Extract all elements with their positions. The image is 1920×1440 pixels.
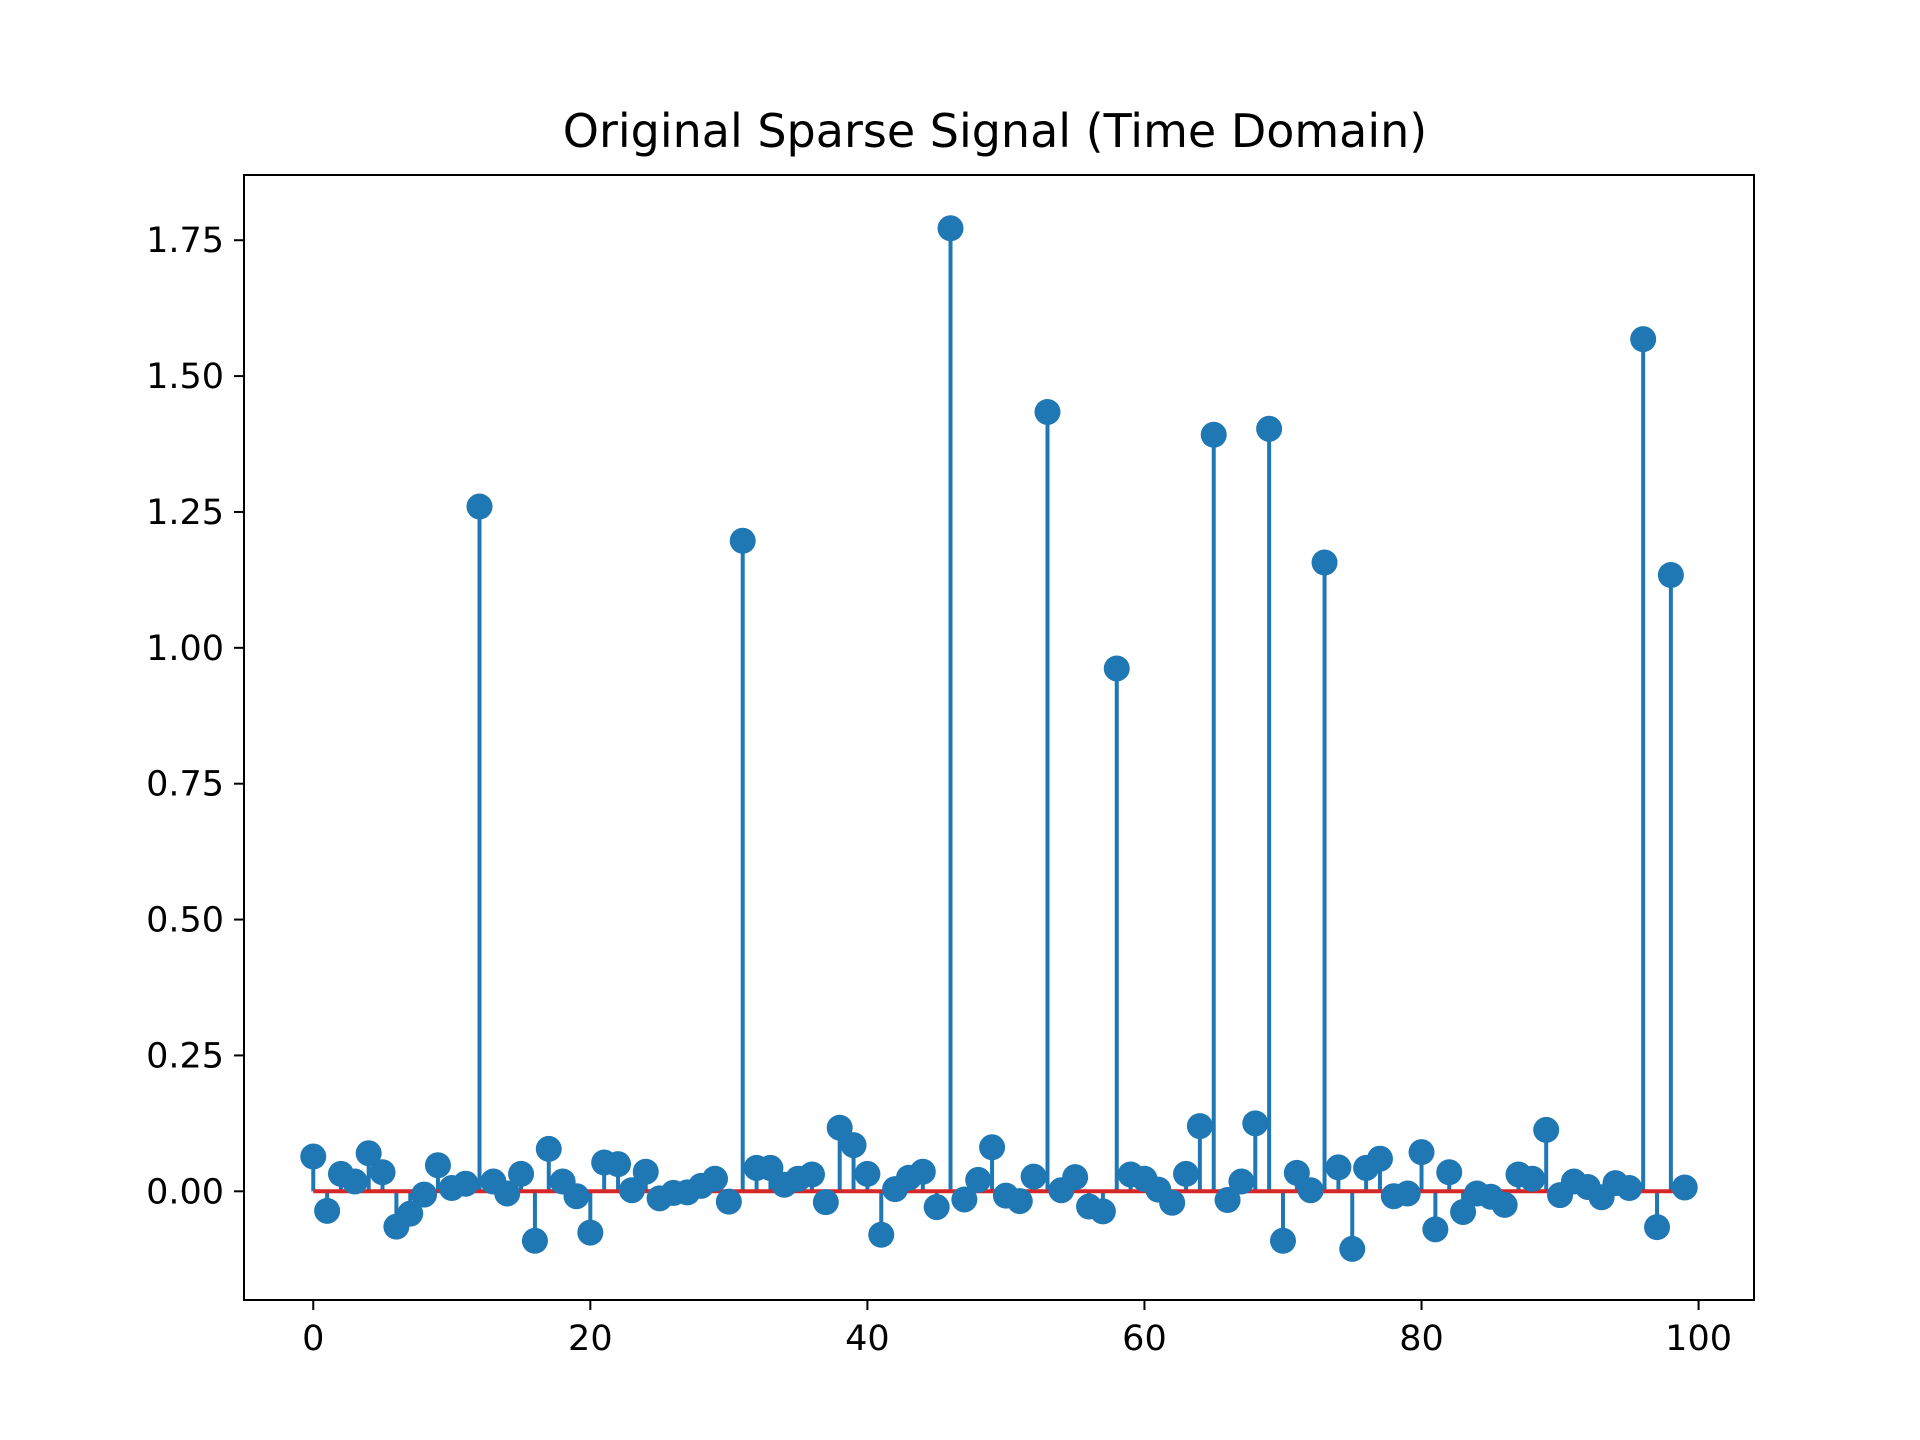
- stem-marker: [1103, 655, 1130, 682]
- stem-marker: [840, 1132, 867, 1159]
- stem-marker: [923, 1194, 950, 1221]
- stem-marker: [1173, 1160, 1200, 1187]
- plot-area-frame: [243, 174, 1755, 1301]
- y-tick-label: 0.50: [146, 901, 224, 941]
- stem-marker: [300, 1143, 327, 1170]
- stem-marker: [508, 1160, 535, 1187]
- stem-marker: [314, 1197, 341, 1224]
- stem-marker: [1311, 549, 1338, 576]
- stem-marker: [1297, 1177, 1324, 1204]
- y-tick-label: 1.25: [146, 493, 224, 533]
- stem-marker: [1200, 421, 1227, 448]
- y-tick-label: 1.50: [146, 357, 224, 397]
- stem-marker: [1394, 1180, 1421, 1207]
- stem-marker: [1159, 1189, 1186, 1216]
- stem-marker: [1519, 1165, 1546, 1192]
- stem-marker: [1450, 1198, 1477, 1225]
- x-tick-label: 80: [1399, 1319, 1444, 1359]
- stem-marker: [1436, 1159, 1463, 1186]
- stem-marker: [826, 1114, 853, 1141]
- y-tick-label: 1.75: [146, 221, 224, 261]
- y-tick-label: 0.00: [146, 1172, 224, 1212]
- chart-title: Original Sparse Signal (Time Domain): [563, 104, 1428, 158]
- stem-marker: [452, 1170, 479, 1197]
- stem-marker: [411, 1181, 438, 1208]
- stem-marker: [909, 1158, 936, 1185]
- stem-marker: [369, 1159, 396, 1186]
- stem-marker: [1491, 1191, 1518, 1218]
- stem-marker: [618, 1177, 645, 1204]
- stem-marker: [1006, 1188, 1033, 1215]
- stem-marker: [632, 1158, 659, 1185]
- stem-marker: [1657, 562, 1684, 588]
- stem-marker: [1366, 1145, 1393, 1172]
- stem-marker: [1644, 1214, 1671, 1241]
- stem-marker: [563, 1183, 590, 1210]
- stem-marker: [1339, 1235, 1366, 1262]
- x-tick-label: 100: [1665, 1319, 1732, 1359]
- stem-marker: [1671, 1174, 1698, 1201]
- stem-marker: [702, 1165, 729, 1192]
- stem-marker: [355, 1140, 382, 1167]
- y-tick-label: 1.00: [146, 629, 224, 669]
- stem-marker: [1616, 1175, 1643, 1202]
- x-tick-label: 60: [1122, 1319, 1167, 1359]
- stem-marker: [1422, 1216, 1449, 1243]
- x-tick-label: 40: [845, 1319, 890, 1359]
- stem-marker: [494, 1180, 521, 1207]
- stem-marker: [1408, 1139, 1435, 1166]
- stem-marker: [951, 1186, 978, 1213]
- stem-marker: [1089, 1198, 1116, 1225]
- stem-marker: [1283, 1159, 1310, 1186]
- stem-marker: [979, 1134, 1006, 1161]
- stem-marker: [965, 1166, 992, 1193]
- y-tick-label: 0.25: [146, 1036, 224, 1076]
- stem-marker: [812, 1189, 839, 1216]
- stem-marker: [1228, 1168, 1255, 1195]
- x-tick-label: 20: [568, 1319, 613, 1359]
- stem-marker: [729, 527, 756, 554]
- stem-marker: [1186, 1113, 1213, 1140]
- stem-markers: [300, 215, 1698, 1262]
- stem-marker: [1062, 1164, 1089, 1191]
- stem-marker: [1020, 1163, 1047, 1190]
- stem-marker: [577, 1219, 604, 1246]
- y-tick-label: 0.75: [146, 765, 224, 805]
- stem-lines: [311, 228, 1687, 1249]
- stem-marker: [868, 1221, 895, 1248]
- stem-marker: [1630, 326, 1657, 353]
- stem-marker: [466, 493, 493, 520]
- stem-marker: [1269, 1227, 1296, 1254]
- stem-marker: [341, 1168, 368, 1195]
- stem-marker: [521, 1227, 548, 1254]
- stem-marker: [854, 1160, 881, 1187]
- stem-marker: [605, 1151, 632, 1178]
- stem-marker: [1214, 1187, 1241, 1213]
- stem-marker: [798, 1161, 825, 1188]
- stem-marker: [397, 1200, 424, 1227]
- stem-marker: [1533, 1116, 1560, 1143]
- stem-marker: [424, 1152, 451, 1179]
- stem-marker: [715, 1188, 742, 1215]
- stem-marker: [937, 215, 964, 242]
- stem-marker: [535, 1135, 562, 1162]
- stem-marker: [1256, 415, 1283, 442]
- stem-marker: [1242, 1110, 1269, 1137]
- x-axis: 0 20 40 60 80 100: [302, 1300, 1732, 1359]
- stem-marker: [1325, 1154, 1352, 1181]
- x-tick-label: 0: [302, 1319, 324, 1359]
- stem-marker: [1034, 398, 1061, 425]
- y-axis: 0.00 0.25 0.50 0.75 1.00 1.25 1.50 1.75: [146, 221, 244, 1212]
